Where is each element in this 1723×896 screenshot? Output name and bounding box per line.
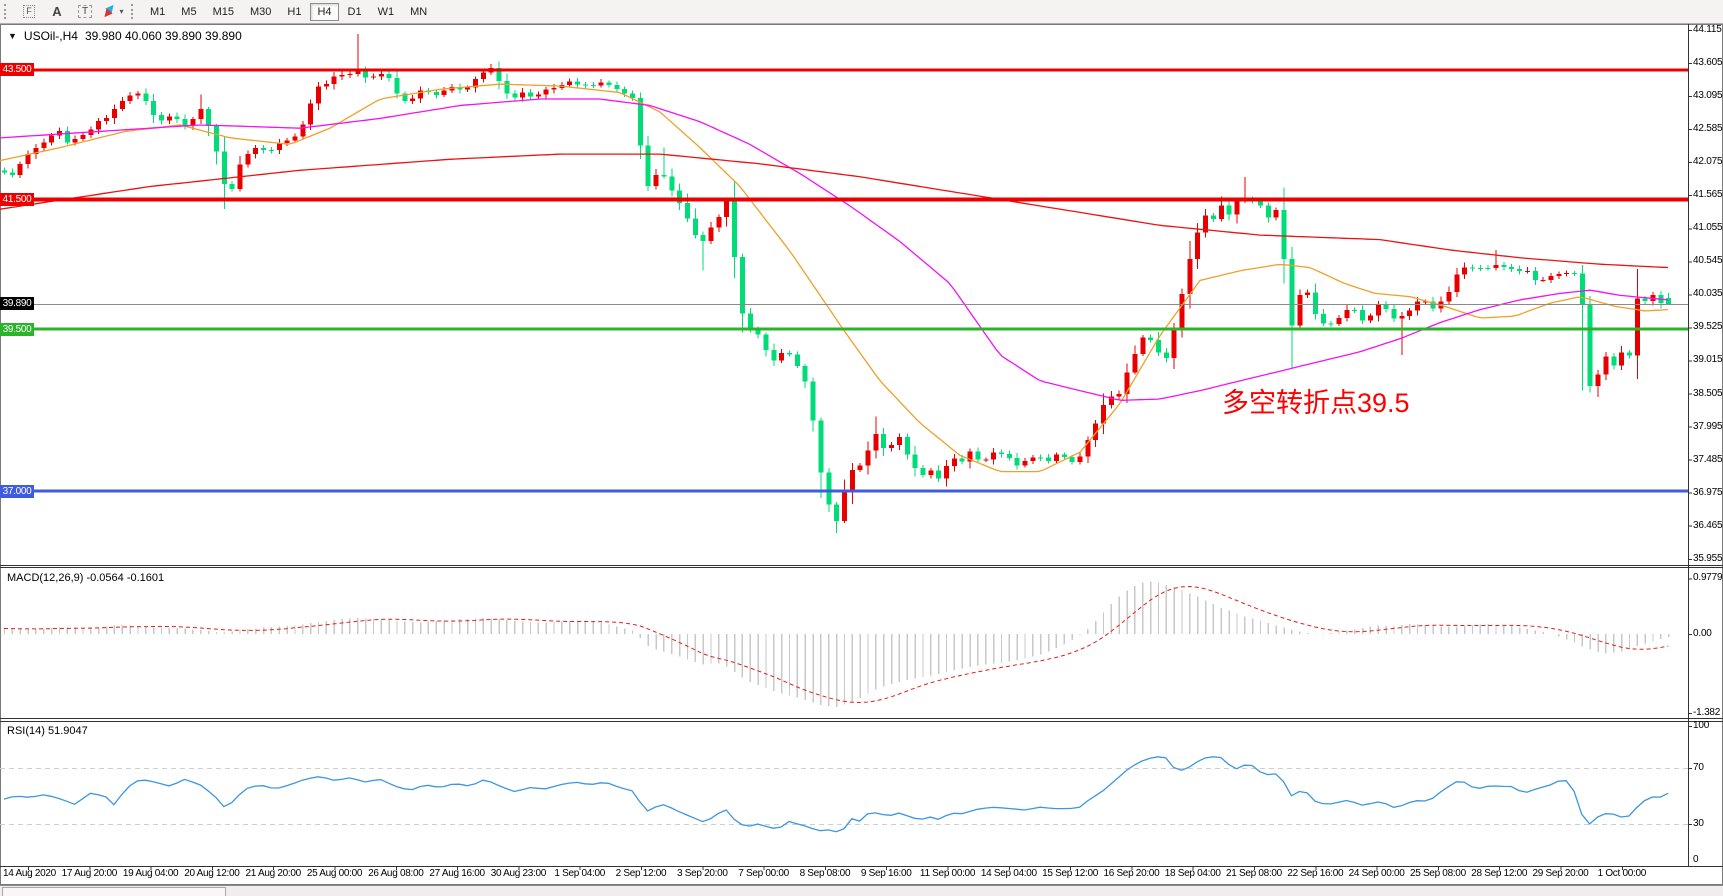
rsi-line (3, 756, 1669, 833)
timeframe-h4-button[interactable]: H4 (310, 2, 339, 21)
timeframe-m1-button[interactable]: M1 (150, 5, 166, 18)
horizontal-lines-layer (0, 68, 1688, 493)
arrow-tools-button[interactable]: ▾ (101, 1, 125, 22)
ma-slow-red-line (0, 153, 1669, 269)
chart-tab-strip (0, 885, 1723, 896)
chart-tab[interactable] (2, 887, 226, 896)
timeframe-d1-button[interactable]: D1 (347, 5, 362, 18)
arrow-tools-icon (101, 2, 118, 20)
dropdown-caret-icon: ▾ (119, 7, 124, 16)
ma-mid-magenta-line (0, 98, 1669, 401)
label-tool-button[interactable]: A (45, 1, 69, 22)
timeframe-mn-button[interactable]: MN (410, 5, 428, 18)
toolbar: F A T ▾ M1 M5 M15 M30 H1 H4 D1 W1 MN (0, 0, 1723, 24)
chart-title: ▼ USOil-,H4 39.980 40.060 39.890 39.890 (8, 29, 242, 43)
timeframe-m5-button[interactable]: M5 (181, 5, 197, 18)
macd-signal-line (3, 585, 1669, 704)
collapse-icon[interactable]: ▼ (8, 31, 17, 41)
ma-fast-orange-line (0, 83, 1669, 473)
price-axis-ticks (1688, 30, 1692, 867)
timeframe-m30-button[interactable]: M30 (249, 5, 272, 18)
timeframe-h1-button[interactable]: H1 (287, 5, 302, 18)
rsi-indicator-label: RSI(14) 51.9047 (7, 725, 88, 737)
chinese-annotation[interactable]: 多空转折点39.5 (1222, 388, 1410, 418)
macd-indicator-label: MACD(12,26,9) -0.0564 -0.1601 (7, 572, 165, 584)
rsi-level-lines (0, 768, 1688, 825)
text-box-icon: T (77, 5, 93, 18)
chart-frame (0, 24, 1723, 885)
date-axis-ticks (28, 866, 1623, 870)
candles-layer (2, 34, 1672, 534)
chart-symbol-timeframe: USOil-,H4 (23, 29, 78, 43)
chart-grid-f-icon: F (23, 5, 35, 18)
label-a-icon: A (52, 4, 62, 19)
timeframe-m15-button[interactable]: M15 (212, 5, 234, 18)
chart-ohlc-readout: 39.980 40.060 39.890 39.890 (84, 29, 242, 43)
timeframe-w1-button[interactable]: W1 (377, 5, 395, 18)
chart-grid-f-button[interactable]: F (17, 1, 41, 22)
toolbar-grip[interactable] (4, 4, 9, 19)
toolbar-grip-2[interactable] (131, 4, 136, 19)
text-tool-button[interactable]: T (73, 1, 97, 22)
macd-histogram (3, 581, 1670, 707)
